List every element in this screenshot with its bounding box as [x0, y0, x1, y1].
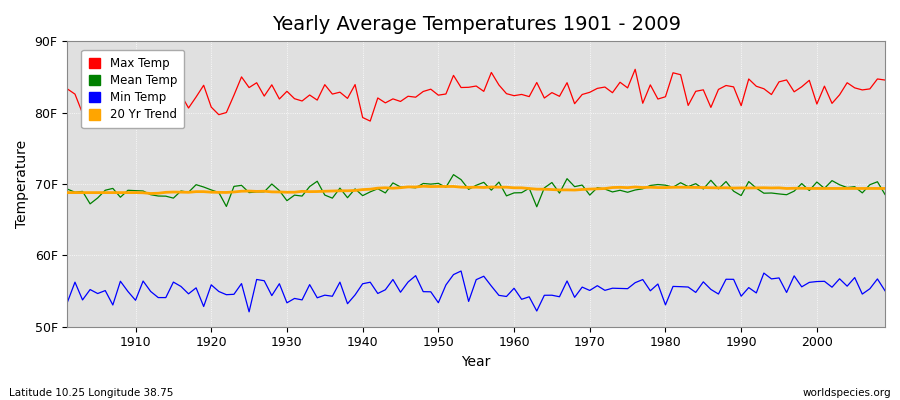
Max Temp	[630, 67, 641, 72]
Max Temp	[508, 93, 519, 98]
20 Yr Trend	[122, 190, 133, 195]
Max Temp	[289, 96, 300, 101]
Min Temp	[615, 286, 626, 291]
Mean Temp	[517, 190, 527, 195]
Min Temp	[122, 289, 133, 294]
20 Yr Trend	[418, 184, 428, 189]
Min Temp	[62, 300, 73, 304]
Max Temp	[62, 86, 73, 91]
20 Yr Trend	[145, 191, 156, 196]
Min Temp	[342, 301, 353, 306]
Mean Temp	[879, 192, 890, 197]
Mean Temp	[122, 188, 133, 193]
Mean Temp	[62, 187, 73, 192]
Line: 20 Yr Trend: 20 Yr Trend	[68, 186, 885, 194]
20 Yr Trend	[517, 186, 527, 190]
Mean Temp	[531, 204, 542, 209]
Text: Latitude 10.25 Longitude 38.75: Latitude 10.25 Longitude 38.75	[9, 388, 174, 398]
20 Yr Trend	[342, 188, 353, 193]
Min Temp	[455, 269, 466, 274]
Max Temp	[608, 90, 618, 95]
Max Temp	[335, 90, 346, 94]
Max Temp	[122, 97, 133, 102]
Mean Temp	[615, 188, 626, 193]
Line: Min Temp: Min Temp	[68, 271, 885, 312]
Min Temp	[297, 298, 308, 302]
Line: Mean Temp: Mean Temp	[68, 175, 885, 207]
Y-axis label: Temperature: Temperature	[15, 140, 29, 228]
Min Temp	[879, 288, 890, 293]
20 Yr Trend	[879, 186, 890, 191]
Line: Max Temp: Max Temp	[68, 69, 885, 121]
Min Temp	[524, 294, 535, 299]
Min Temp	[244, 310, 255, 314]
Mean Temp	[289, 193, 300, 198]
20 Yr Trend	[615, 185, 626, 190]
20 Yr Trend	[62, 190, 73, 195]
Mean Temp	[508, 190, 519, 195]
20 Yr Trend	[297, 189, 308, 194]
X-axis label: Year: Year	[462, 355, 490, 369]
Legend: Max Temp, Mean Temp, Min Temp, 20 Yr Trend: Max Temp, Mean Temp, Min Temp, 20 Yr Tre…	[82, 50, 184, 128]
Max Temp	[517, 92, 527, 97]
Max Temp	[879, 78, 890, 82]
Max Temp	[364, 119, 375, 124]
Mean Temp	[448, 172, 459, 177]
Min Temp	[517, 297, 527, 302]
20 Yr Trend	[524, 186, 535, 191]
Title: Yearly Average Temperatures 1901 - 2009: Yearly Average Temperatures 1901 - 2009	[272, 15, 680, 34]
Mean Temp	[335, 186, 346, 190]
Text: worldspecies.org: worldspecies.org	[803, 388, 891, 398]
